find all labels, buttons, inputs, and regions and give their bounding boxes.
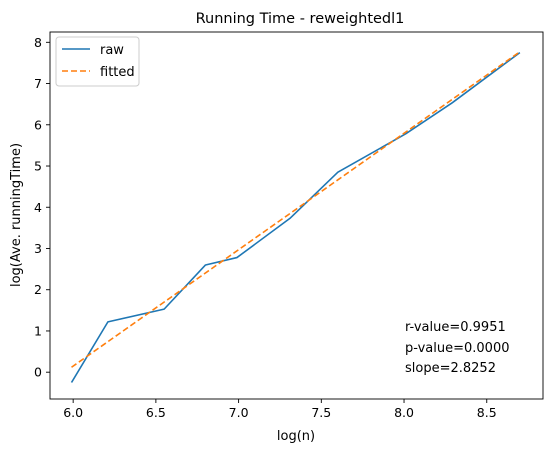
annotation-r-value: r-value=0.9951 <box>405 320 506 335</box>
y-tick-label: 0 <box>34 365 42 380</box>
stats-annotations: r-value=0.9951 p-value=0.0000 slope=2.82… <box>405 320 509 376</box>
series-layer <box>70 51 521 383</box>
plot-area <box>50 32 543 399</box>
x-tick-label: 6.5 <box>146 405 166 420</box>
x-tick-label: 6.0 <box>63 405 83 420</box>
annotation-slope: slope=2.8252 <box>405 361 496 376</box>
legend-label-raw: raw <box>100 43 124 58</box>
y-tick-label: 4 <box>34 200 42 215</box>
y-tick-label: 5 <box>34 159 42 174</box>
y-axis-ticks: 0 1 2 3 4 5 6 7 8 <box>34 35 50 380</box>
legend-label-fitted: fitted <box>100 65 135 80</box>
x-tick-label: 7.5 <box>311 405 331 420</box>
y-tick-label: 1 <box>34 323 42 338</box>
x-tick-label: 8.0 <box>394 405 414 420</box>
y-tick-label: 7 <box>34 76 42 91</box>
y-tick-label: 8 <box>34 35 42 50</box>
x-tick-label: 7.0 <box>229 405 249 420</box>
series-line-raw <box>70 51 521 383</box>
y-tick-label: 6 <box>34 117 42 132</box>
y-tick-label: 2 <box>34 282 42 297</box>
y-tick-label: 3 <box>34 241 42 256</box>
x-axis-label: log(n) <box>277 429 315 444</box>
series-line-fitted <box>71 51 521 368</box>
y-axis-label: log(Ave. runningTime) <box>9 143 24 287</box>
annotation-p-value: p-value=0.0000 <box>405 341 509 356</box>
plot-frame <box>49 31 544 400</box>
chart-title: Running Time - reweightedl1 <box>196 11 405 27</box>
x-tick-label: 8.5 <box>477 405 497 420</box>
x-axis-ticks: 6.0 6.5 7.0 7.5 8.0 8.5 <box>63 399 497 420</box>
legend: raw fitted <box>55 36 140 87</box>
